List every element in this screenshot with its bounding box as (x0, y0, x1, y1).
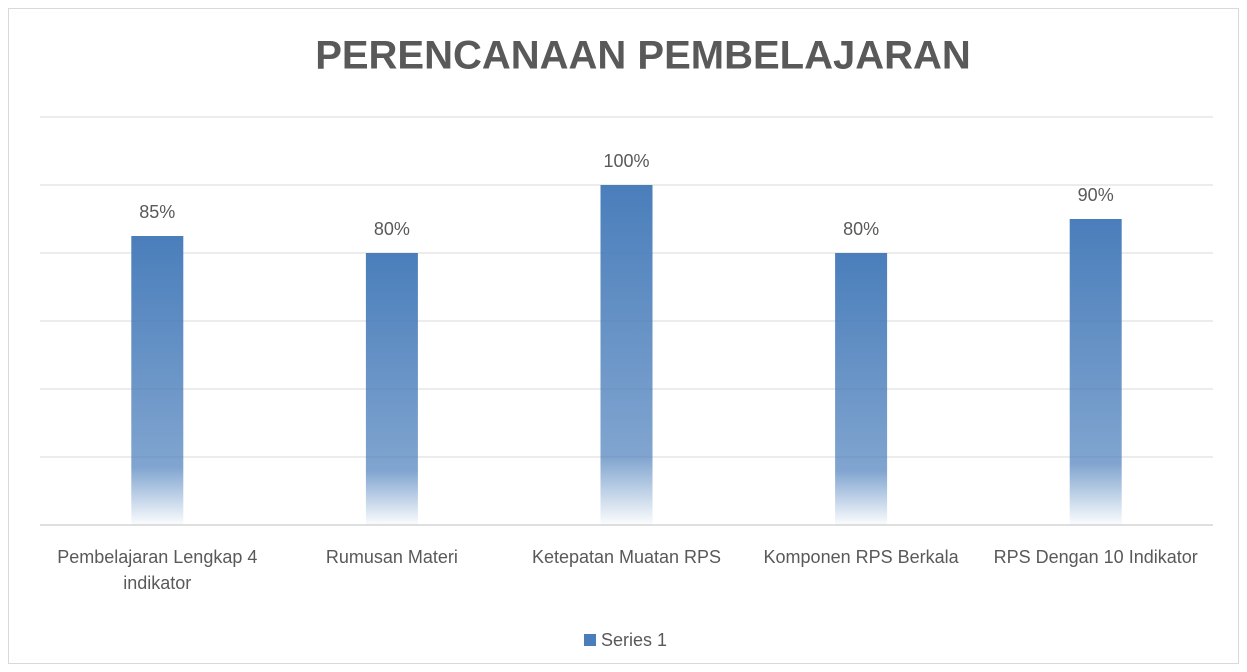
chart-title: PERENCANAAN PEMBELAJARAN (315, 34, 971, 78)
data-label: 90% (1078, 185, 1114, 205)
legend-label: Series 1 (601, 630, 667, 650)
x-tick-label: Ketepatan Muatan RPS (531, 547, 722, 567)
bar (1069, 219, 1122, 525)
x-tick-label: Rumusan Materi (325, 547, 458, 567)
bar (600, 185, 653, 525)
data-label: 85% (139, 202, 175, 222)
x-tick-label: RPS Dengan 10 Indikator (993, 547, 1198, 567)
x-tick-label: Pembelajaran Lengkap 4 indikator (57, 547, 258, 593)
x-tick-label: Komponen RPS Berkala (763, 547, 959, 567)
data-label: 100% (603, 151, 649, 171)
bar (835, 253, 888, 525)
bar (131, 236, 184, 525)
bar (365, 253, 418, 525)
data-label: 80% (843, 219, 879, 239)
data-label: 80% (374, 219, 410, 239)
legend-swatch (584, 634, 596, 646)
